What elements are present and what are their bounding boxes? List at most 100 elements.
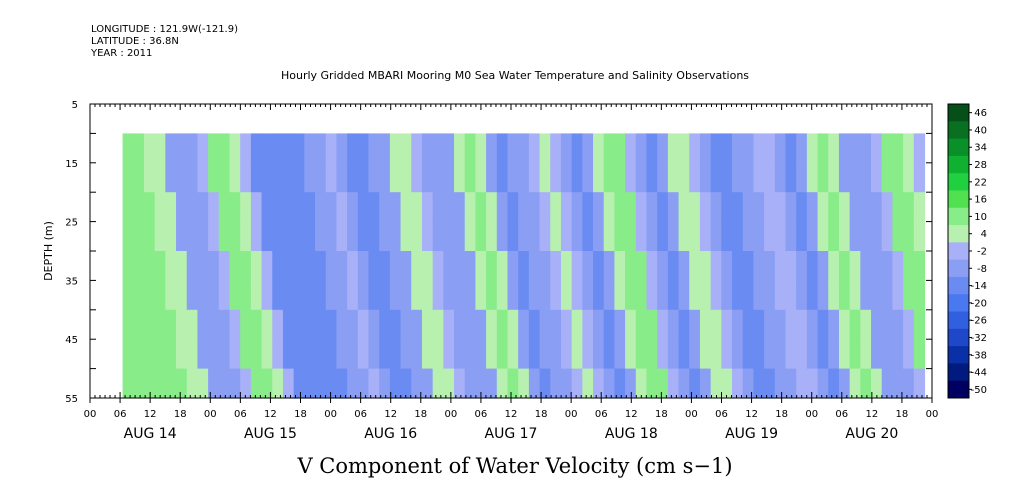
- heatmap-cell: [143, 309, 156, 340]
- heatmap-cell: [250, 133, 263, 164]
- colorbar-label: -14: [971, 281, 987, 292]
- heatmap-cell: [892, 221, 904, 252]
- heatmap-cell: [250, 280, 263, 311]
- heatmap-cell: [282, 192, 295, 223]
- heatmap-cell: [913, 280, 926, 311]
- heatmap-cell: [518, 133, 530, 164]
- heatmap-cell: [336, 192, 348, 223]
- heatmap-cell: [785, 339, 797, 370]
- colorbar-label: 40: [974, 125, 987, 136]
- heatmap-cell: [411, 339, 423, 370]
- x-tick-label: 12: [625, 409, 638, 420]
- year-text: YEAR : 2011: [91, 48, 153, 59]
- heatmap-cell: [122, 192, 134, 223]
- heatmap-cell: [828, 309, 840, 340]
- colorbar-label: -20: [971, 298, 987, 309]
- heatmap-cell: [806, 221, 819, 252]
- colorbar-label: -8: [977, 264, 987, 275]
- heatmap-cell: [796, 162, 808, 193]
- heatmap-cell: [357, 192, 370, 223]
- heatmap-cell: [143, 251, 156, 281]
- heatmap-cell: [379, 339, 391, 370]
- heatmap-cell: [421, 221, 434, 252]
- heatmap-cell: [625, 192, 637, 223]
- heatmap-cell: [550, 133, 562, 164]
- heatmap-cell: [710, 251, 722, 281]
- heatmap-cell: [593, 192, 605, 223]
- heatmap-cell: [796, 309, 808, 340]
- heatmap-cell: [272, 133, 284, 164]
- heatmap-cell: [806, 192, 819, 223]
- heatmap-cell: [261, 309, 273, 340]
- heatmap-cell: [892, 192, 904, 223]
- heatmap-cell: [881, 280, 893, 311]
- heatmap-cell: [913, 133, 926, 164]
- heatmap-cell: [432, 133, 444, 164]
- heatmap-cell: [528, 221, 541, 252]
- y-tick-label: 25: [65, 218, 78, 229]
- heatmap-cell: [550, 339, 562, 370]
- heatmap-cell: [507, 339, 519, 370]
- heatmap-cell: [315, 162, 327, 193]
- heatmap-cell: [657, 339, 669, 370]
- heatmap-cell: [347, 368, 359, 399]
- heatmap-cell: [732, 251, 744, 281]
- heatmap-cell: [625, 221, 637, 252]
- heatmap-cell: [250, 162, 263, 193]
- heatmap-cell: [347, 280, 359, 311]
- heatmap-cell: [475, 309, 487, 340]
- heatmap-cell: [732, 221, 744, 252]
- heatmap-cell: [133, 280, 145, 311]
- heatmap-cell: [657, 251, 669, 281]
- heatmap-cell: [272, 280, 284, 311]
- x-tick-label: 00: [84, 409, 97, 420]
- heatmap-cell: [817, 309, 829, 340]
- heatmap-cell: [122, 309, 134, 340]
- heatmap-cell: [796, 339, 808, 370]
- heatmap-cell: [785, 221, 797, 252]
- heatmap-cell: [667, 192, 680, 223]
- heatmap-cell: [486, 192, 498, 223]
- heatmap-cell: [764, 221, 776, 252]
- heatmap-cell: [806, 339, 819, 370]
- heatmap-cell: [710, 368, 722, 399]
- x-tick-label: 06: [234, 409, 247, 420]
- heatmap-cell: [838, 339, 851, 370]
- heatmap-cell: [871, 339, 883, 370]
- colorbar-label: 34: [974, 143, 987, 154]
- heatmap-cell: [518, 251, 530, 281]
- heatmap-cell: [753, 162, 765, 193]
- heatmap-cell: [571, 280, 583, 311]
- latitude-text: LATITUDE : 36.8N: [91, 36, 179, 47]
- heatmap-cell: [218, 339, 231, 370]
- heatmap-cell: [347, 221, 359, 252]
- heatmap-cell: [336, 221, 348, 252]
- heatmap-cell: [411, 368, 423, 399]
- heatmap-cell: [678, 309, 690, 340]
- heatmap-cell: [282, 133, 295, 164]
- heatmap-cell: [293, 339, 305, 370]
- heatmap-cell: [817, 221, 829, 252]
- heatmap-cell: [657, 280, 669, 311]
- heatmap-cell: [293, 280, 305, 311]
- heatmap-cell: [282, 221, 295, 252]
- heatmap-cell: [721, 162, 733, 193]
- heatmap-cell: [389, 133, 402, 164]
- heatmap-cell: [368, 280, 380, 311]
- heatmap-cell: [667, 309, 680, 340]
- heatmap-cell: [486, 309, 498, 340]
- heatmap-cell: [860, 192, 872, 223]
- heatmap-cell: [293, 162, 305, 193]
- heatmap-cell: [229, 339, 241, 370]
- heatmap-cell: [464, 339, 477, 370]
- heatmap-cell: [368, 251, 380, 281]
- heatmap-cell: [507, 280, 519, 311]
- colorbar-label: 46: [974, 108, 987, 119]
- heatmap-cell: [443, 339, 455, 370]
- heatmap-cell: [208, 251, 220, 281]
- heatmap-cell: [774, 192, 787, 223]
- heatmap-cell: [336, 280, 348, 311]
- heatmap-cell: [357, 309, 370, 340]
- colorbar-segment: [948, 225, 969, 243]
- heatmap-cell: [122, 133, 134, 164]
